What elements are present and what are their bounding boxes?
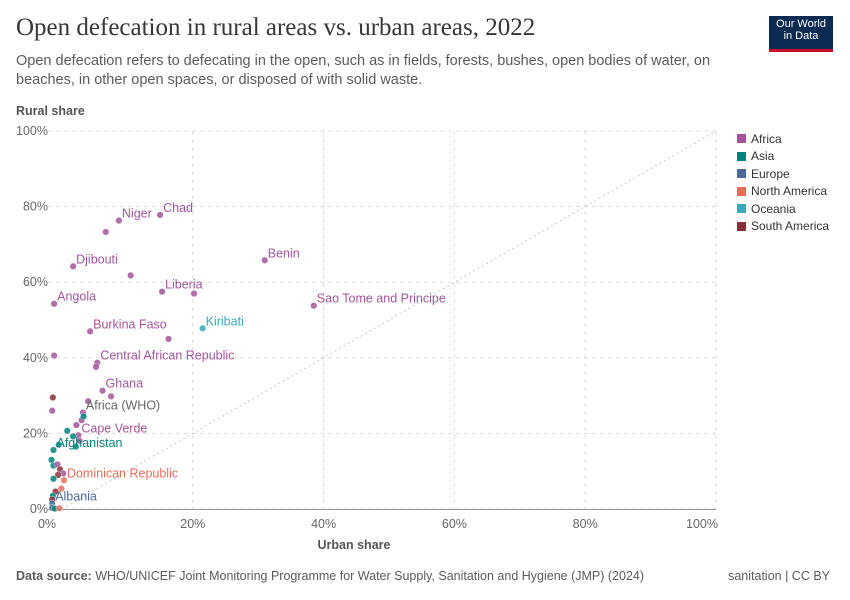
legend-item[interactable]: Europe bbox=[737, 165, 829, 183]
data-label: Dominican Republic bbox=[67, 466, 178, 480]
legend-label: Oceania bbox=[751, 201, 796, 216]
chart-title: Open defecation in rural areas vs. urban… bbox=[16, 14, 536, 41]
y-tick-label: 80% bbox=[23, 200, 48, 214]
data-label: Niger bbox=[122, 207, 152, 221]
data-point bbox=[54, 471, 62, 479]
data-label: Cape Verde bbox=[81, 421, 147, 435]
data-point bbox=[50, 300, 58, 308]
data-point bbox=[48, 407, 56, 415]
data-point bbox=[57, 485, 65, 493]
x-tick-label: 40% bbox=[311, 517, 336, 531]
y-tick-label: 40% bbox=[23, 351, 48, 365]
data-point bbox=[261, 256, 269, 264]
x-tick-label: 80% bbox=[573, 517, 598, 531]
data-label: Sao Tome and Principe bbox=[317, 292, 446, 306]
legend-item[interactable]: Africa bbox=[737, 130, 829, 148]
data-point bbox=[55, 504, 63, 512]
y-tick-label: 60% bbox=[23, 275, 48, 289]
data-point bbox=[69, 262, 77, 270]
legend-item[interactable]: North America bbox=[737, 183, 829, 201]
logo-line-2: in Data bbox=[783, 30, 819, 42]
y-tick-label: 20% bbox=[23, 426, 48, 440]
data-label: Kiribati bbox=[206, 314, 244, 328]
legend-item[interactable]: Oceania bbox=[737, 200, 829, 218]
data-point bbox=[158, 288, 166, 296]
legend-swatch bbox=[737, 186, 746, 196]
data-point bbox=[76, 437, 84, 445]
footer-license[interactable]: sanitation | CC BY bbox=[728, 569, 830, 583]
data-label: Benin bbox=[268, 246, 300, 260]
y-axis-label: Rural share bbox=[16, 104, 85, 118]
data-label: Chad bbox=[163, 201, 193, 215]
data-point bbox=[84, 397, 92, 405]
data-point bbox=[102, 228, 110, 236]
x-tick-label: 60% bbox=[442, 517, 467, 531]
data-point bbox=[127, 271, 135, 279]
data-point bbox=[72, 443, 80, 451]
data-point bbox=[72, 421, 80, 429]
legend-label: North America bbox=[751, 184, 828, 199]
data-point bbox=[107, 392, 115, 400]
legend-label: Asia bbox=[751, 149, 775, 164]
data-point bbox=[80, 412, 88, 420]
data-label: Albania bbox=[55, 489, 97, 503]
data-label: Central African Republic bbox=[100, 349, 234, 363]
data-point bbox=[49, 393, 57, 401]
data-point bbox=[165, 335, 173, 343]
footer-source: Data source: WHO/UNICEF Joint Monitoring… bbox=[16, 569, 644, 583]
legend: Africa Asia Europe North America Oceania Sout… bbox=[737, 130, 829, 235]
x-axis-label: Urban share bbox=[318, 538, 391, 552]
data-label: Africa (WHO) bbox=[86, 399, 160, 413]
data-point bbox=[69, 432, 77, 440]
data-label: Ghana bbox=[106, 377, 144, 391]
data-label: Liberia bbox=[165, 278, 203, 292]
legend-swatch bbox=[737, 134, 746, 144]
data-point bbox=[99, 387, 107, 395]
legend-label: Europe bbox=[751, 166, 790, 181]
data-label: Afghanistan bbox=[56, 436, 122, 450]
legend-item[interactable]: South America bbox=[737, 218, 829, 236]
legend-label: Africa bbox=[751, 131, 782, 146]
data-label: Burkina Faso bbox=[93, 317, 167, 331]
data-point bbox=[49, 475, 57, 483]
x-tick-label: 100% bbox=[686, 517, 718, 531]
legend-label: South America bbox=[751, 219, 830, 234]
data-point bbox=[55, 441, 63, 449]
chart-subtitle: Open defecation refers to defecating in … bbox=[16, 53, 711, 88]
owid-logo[interactable]: Our World in Data bbox=[769, 16, 833, 52]
reference-line bbox=[61, 130, 717, 510]
data-point bbox=[310, 302, 318, 310]
data-point bbox=[92, 363, 100, 371]
data-point bbox=[199, 324, 207, 332]
data-point bbox=[190, 290, 198, 298]
x-tick-label: 20% bbox=[180, 517, 205, 531]
data-point bbox=[156, 211, 164, 219]
data-label: Angola bbox=[57, 290, 96, 304]
legend-swatch bbox=[737, 221, 746, 231]
y-tick-label: 100% bbox=[16, 124, 48, 138]
legend-swatch bbox=[737, 151, 746, 161]
y-tick-label: 0% bbox=[30, 502, 48, 516]
data-point bbox=[50, 352, 58, 360]
data-point bbox=[115, 217, 123, 225]
data-point bbox=[86, 327, 94, 335]
data-point bbox=[60, 476, 68, 484]
legend-swatch bbox=[737, 204, 746, 214]
data-point bbox=[63, 427, 71, 435]
data-point bbox=[49, 446, 57, 454]
source-label: Data source: bbox=[16, 569, 92, 583]
logo-line-1: Our World bbox=[776, 18, 826, 30]
source-text[interactable]: WHO/UNICEF Joint Monitoring Programme fo… bbox=[95, 569, 645, 583]
x-tick-label: 0% bbox=[38, 517, 56, 531]
legend-item[interactable]: Asia bbox=[737, 148, 829, 166]
legend-swatch bbox=[737, 169, 746, 179]
data-label: Djibouti bbox=[76, 252, 118, 266]
